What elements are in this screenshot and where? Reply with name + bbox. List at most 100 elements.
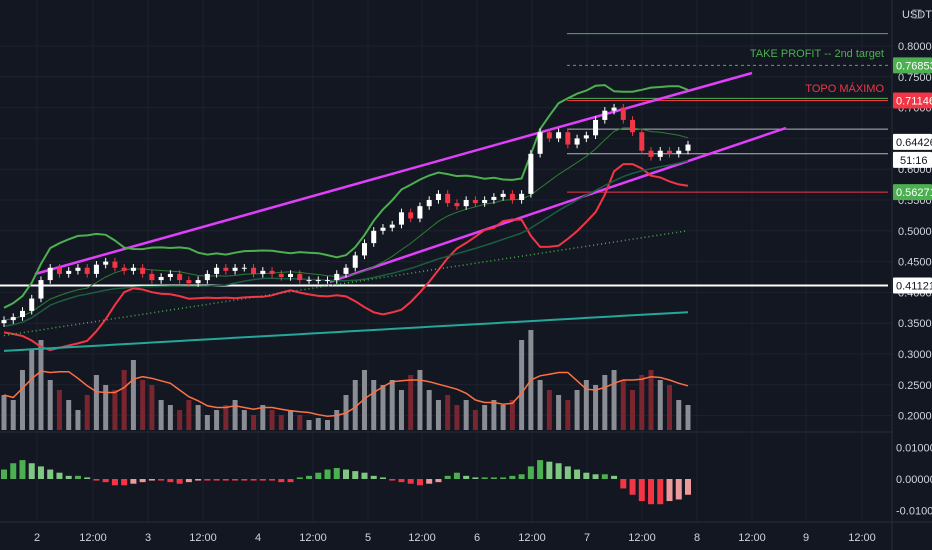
volume-bar [223, 405, 229, 430]
candle-body [140, 267, 146, 274]
macd-bar [518, 474, 525, 479]
price-tag [893, 184, 932, 201]
candle-body [297, 273, 303, 281]
volume-bar [47, 380, 53, 430]
volume-bar [417, 370, 423, 430]
macd-bar [657, 479, 664, 505]
price-tag-label: 0.56271 [896, 187, 932, 199]
macd-bar [361, 472, 368, 479]
oscillator-tick-label: 0.00000 [896, 474, 932, 486]
bollinger-bands [3, 84, 689, 352]
candle-body [121, 267, 127, 271]
price-tag [893, 277, 932, 294]
candle-body [676, 150, 682, 154]
macd-bar [490, 477, 497, 479]
macd-bar [555, 463, 562, 479]
macd-bar [37, 466, 44, 479]
volume-bar [56, 390, 62, 430]
volume-bar [676, 400, 682, 430]
macd-bar [324, 469, 331, 479]
time-axis[interactable]: 2 12:00 3 12:00 4 12:00 5 12:00 6 12:00 7 12:00 8 12:… [34, 532, 876, 544]
chart-annotation: TAKE PROFIT -- 2nd target [750, 48, 884, 60]
volume-bar [454, 405, 460, 430]
volume-bar [93, 375, 99, 430]
long-moving-average [3, 311, 689, 352]
candle-body [602, 110, 608, 120]
macd-bar [343, 469, 349, 479]
candle-body [463, 200, 469, 207]
macd-bar [269, 479, 276, 481]
volume-bar [1, 395, 7, 430]
candle-body [482, 200, 488, 204]
currency-unit-label: USDT [902, 9, 932, 21]
volume-bar [648, 370, 654, 430]
time-tick-label: 3 [145, 532, 151, 544]
oscillator-tick-label: 0.01000 [896, 443, 932, 455]
candle-body [657, 150, 663, 157]
macd-bar [93, 479, 100, 481]
candle-body [593, 119, 599, 136]
candle-body [19, 310, 25, 318]
price-tag-label: 0.76853 [896, 60, 932, 72]
candle-body [288, 273, 294, 277]
price-tag-label: 0.64426 [896, 137, 932, 149]
candle-body [75, 267, 81, 271]
volume-bar [500, 405, 506, 430]
candle-body [556, 132, 562, 139]
volume-bar [84, 395, 90, 430]
volume-bar [204, 415, 210, 430]
candle-body [56, 267, 62, 274]
volume-bar [186, 400, 192, 430]
macd-bar [195, 479, 202, 481]
candle-body [574, 138, 580, 145]
volume-bar [482, 405, 488, 430]
candle-body [241, 267, 247, 269]
macd-bar [407, 479, 414, 484]
volume-bar [241, 410, 247, 430]
candle-body [620, 107, 626, 120]
macd-bar [333, 467, 340, 479]
candle-body [445, 193, 451, 204]
time-tick-label: 2 [34, 532, 40, 544]
settings-icon[interactable] [912, 9, 922, 19]
macd-bar [74, 475, 81, 479]
candle-body [500, 193, 506, 197]
volume-bar [66, 400, 72, 430]
volume-bar [121, 370, 127, 430]
volume-bar [574, 390, 580, 430]
volume-bar [639, 375, 645, 430]
macd-bar [352, 471, 359, 479]
candle-body [537, 132, 543, 154]
time-tick-label: 12:00 [189, 532, 217, 544]
candle-body [509, 193, 515, 200]
volume-bar [278, 415, 284, 430]
macd-bar [638, 479, 645, 502]
macd-bar [185, 479, 192, 483]
macd-bar [204, 479, 211, 481]
price-tag-label: 0.71146 [896, 96, 932, 108]
time-tick-label: 4 [255, 532, 261, 544]
macd-bar [472, 477, 479, 479]
candle-body [130, 267, 136, 271]
time-tick-label: 12:00 [299, 532, 327, 544]
volume-bar [537, 380, 543, 430]
candle-body [84, 267, 90, 274]
macd-bar [564, 466, 571, 479]
candle-body [630, 119, 636, 133]
candle-body [685, 144, 691, 151]
candle-body [454, 203, 460, 207]
volume-bar [315, 418, 321, 430]
price-labels: 0.76853 0.71146 0.64426 0.56271 0.41121 51:16 [893, 57, 932, 294]
volume-bar [19, 370, 25, 430]
candle-body [380, 227, 386, 231]
candle-body [472, 200, 478, 204]
volume-bar [435, 400, 441, 430]
macd-bar [259, 479, 266, 481]
time-tick-label: 12:00 [848, 532, 876, 544]
chart-annotation: TOPO MÁXIMO [805, 82, 884, 95]
